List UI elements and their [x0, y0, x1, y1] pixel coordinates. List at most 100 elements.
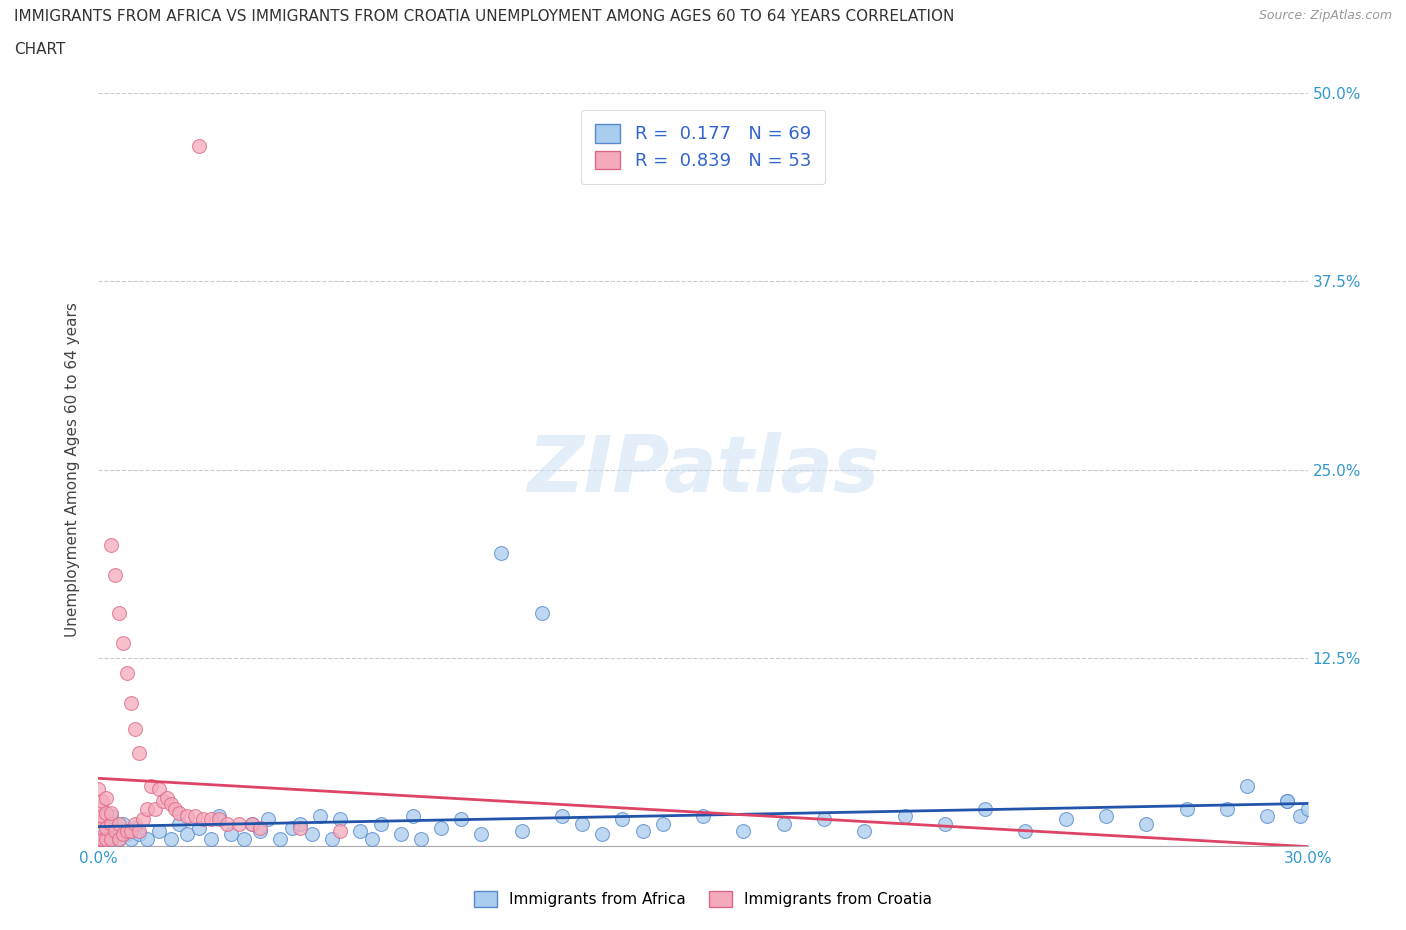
Point: [135, 831, 157, 846]
Point: [329, 812, 352, 827]
Point: [1216, 802, 1239, 817]
Point: [208, 812, 231, 827]
Point: [221, 827, 243, 842]
Point: [409, 831, 432, 846]
Point: [148, 781, 170, 796]
Point: [100, 831, 122, 846]
Point: [256, 812, 278, 827]
Legend: Immigrants from Africa, Immigrants from Croatia: Immigrants from Africa, Immigrants from …: [468, 884, 938, 913]
Point: [208, 809, 231, 824]
Point: [301, 827, 323, 842]
Point: [321, 831, 343, 846]
Point: [361, 831, 384, 846]
Point: [115, 824, 138, 839]
Point: [240, 817, 263, 831]
Point: [612, 812, 634, 827]
Text: Source: ZipAtlas.com: Source: ZipAtlas.com: [1258, 9, 1392, 22]
Point: [87, 831, 110, 846]
Point: [288, 821, 311, 836]
Point: [389, 827, 412, 842]
Point: [96, 821, 118, 836]
Point: [217, 817, 239, 831]
Point: [370, 817, 392, 831]
Point: [111, 827, 134, 842]
Point: [103, 824, 125, 839]
Point: [111, 635, 134, 650]
Point: [200, 812, 222, 827]
Point: [188, 821, 211, 836]
Text: IMMIGRANTS FROM AFRICA VS IMMIGRANTS FROM CROATIA UNEMPLOYMENT AMONG AGES 60 TO : IMMIGRANTS FROM AFRICA VS IMMIGRANTS FRO…: [14, 9, 955, 24]
Point: [184, 809, 207, 824]
Point: [1256, 809, 1278, 824]
Point: [309, 809, 332, 824]
Point: [100, 809, 122, 824]
Point: [631, 824, 654, 839]
Point: [491, 545, 513, 560]
Point: [100, 817, 122, 831]
Point: [120, 696, 142, 711]
Point: [200, 831, 222, 846]
Point: [124, 821, 146, 836]
Point: [1095, 809, 1118, 824]
Point: [135, 802, 157, 817]
Point: [281, 821, 304, 836]
Point: [1236, 778, 1258, 793]
Point: [934, 817, 956, 831]
Point: [402, 809, 425, 824]
Point: [1135, 817, 1157, 831]
Point: [813, 812, 835, 827]
Legend: R =  0.177   N = 69, R =  0.839   N = 53: R = 0.177 N = 69, R = 0.839 N = 53: [581, 110, 825, 184]
Point: [893, 809, 915, 824]
Point: [128, 827, 150, 842]
Point: [733, 824, 755, 839]
Point: [530, 605, 553, 620]
Point: [87, 802, 110, 817]
Point: [87, 817, 110, 831]
Point: [120, 824, 142, 839]
Point: [152, 793, 174, 808]
Point: [1175, 802, 1198, 817]
Point: [139, 778, 162, 793]
Point: [772, 817, 794, 831]
Point: [124, 722, 146, 737]
Point: [107, 831, 129, 846]
Point: [128, 746, 150, 761]
Point: [96, 805, 118, 820]
Point: [853, 824, 876, 839]
Point: [91, 831, 114, 846]
Point: [249, 821, 271, 836]
Point: [167, 817, 190, 831]
Point: [132, 812, 155, 827]
Point: [91, 809, 114, 824]
Point: [128, 824, 150, 839]
Point: [100, 831, 122, 846]
Point: [240, 817, 263, 831]
Point: [651, 817, 673, 831]
Point: [148, 824, 170, 839]
Point: [96, 831, 118, 846]
Point: [510, 824, 533, 839]
Point: [111, 817, 134, 831]
Point: [107, 817, 129, 831]
Point: [269, 831, 291, 846]
Point: [470, 827, 492, 842]
Point: [91, 831, 114, 846]
Point: [124, 817, 146, 831]
Point: [349, 824, 371, 839]
Point: [974, 802, 997, 817]
Point: [115, 827, 138, 842]
Point: [103, 824, 125, 839]
Point: [91, 821, 114, 836]
Point: [1288, 809, 1310, 824]
Point: [163, 802, 186, 817]
Point: [430, 821, 453, 836]
Point: [551, 809, 574, 824]
Text: CHART: CHART: [14, 42, 66, 57]
Point: [156, 790, 179, 805]
Point: [96, 790, 118, 805]
Point: [1296, 802, 1319, 817]
Point: [100, 805, 122, 820]
Point: [176, 809, 198, 824]
Point: [193, 812, 215, 827]
Point: [91, 793, 114, 808]
